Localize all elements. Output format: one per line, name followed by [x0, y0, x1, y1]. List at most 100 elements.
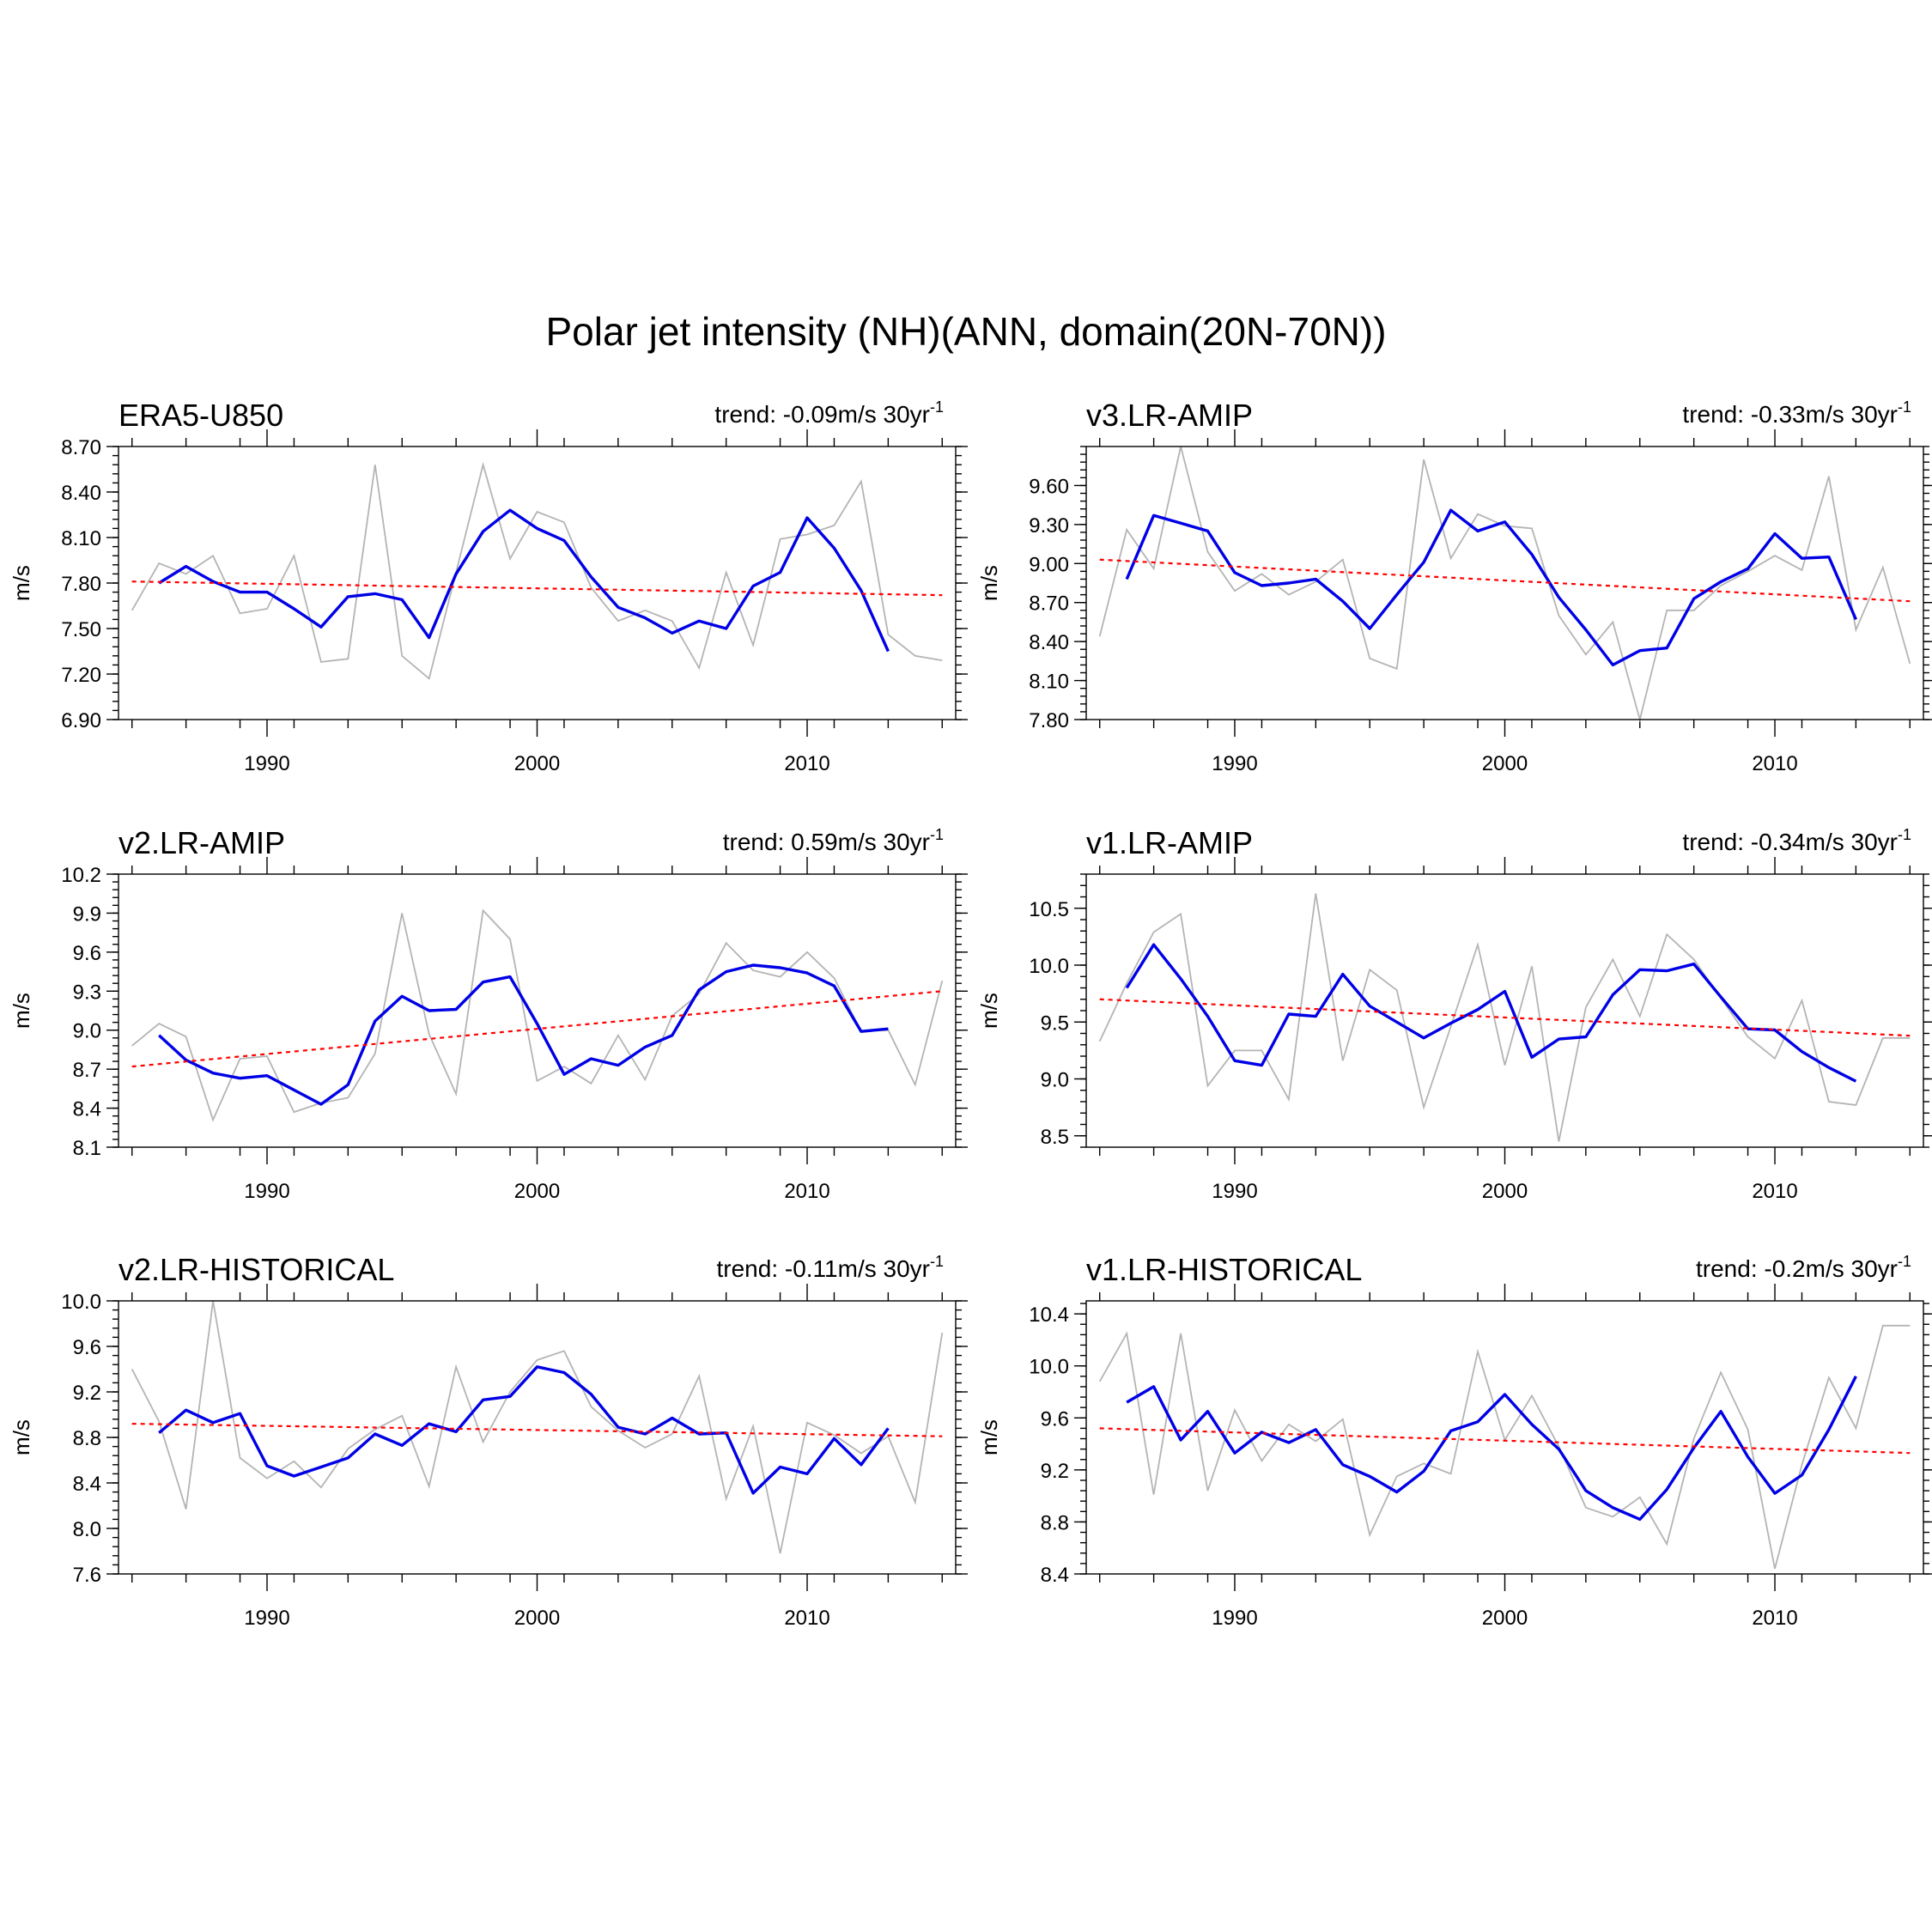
y-tick-label: 8.4	[73, 1473, 101, 1496]
x-tick-label: 1990	[1212, 752, 1257, 775]
y-tick-label: 8.40	[1029, 631, 1069, 654]
y-tick-label: 9.60	[1029, 475, 1069, 498]
panel-v1-lr-historical: v1.LR-HISTORICAL trend: -0.2m/s 30yr-1 m/s…	[976, 1252, 1932, 1630]
x-tick-label: 2010	[784, 1607, 829, 1630]
panel-title: v2.LR-AMIP	[118, 825, 285, 860]
y-tick-label: 8.0	[73, 1518, 101, 1541]
smoothed-series-line	[1125, 943, 1857, 1083]
trend-annotation: trend: -0.34m/s 30yr-1	[1682, 826, 1911, 855]
trend-line	[131, 580, 943, 597]
y-tick-label: 9.00	[1029, 553, 1069, 576]
panel-v3-lr-amip: v3.LR-AMIP trend: -0.33m/s 30yr-1 m/s 7.80 8…	[976, 398, 1932, 775]
x-tick-label: 2000	[514, 752, 560, 775]
trend-exponent: -1	[930, 1253, 944, 1270]
x-tick-label: 2010	[1752, 1607, 1797, 1630]
plot-frame	[1085, 873, 1924, 1148]
y-tick-label: 9.6	[73, 942, 101, 965]
y-axis-label: m/s	[9, 1419, 34, 1455]
trend-exponent: -1	[1898, 826, 1911, 843]
trend-exponent: -1	[1898, 1253, 1911, 1270]
plot-frame	[1085, 1300, 1924, 1575]
x-tick-label: 1990	[244, 1607, 289, 1630]
y-tick-label: 10.0	[1029, 1356, 1069, 1379]
y-axis-label: m/s	[976, 1419, 1002, 1455]
y-tick-label: 8.1	[73, 1137, 101, 1160]
trend-line	[131, 990, 943, 1068]
y-tick-label: 8.8	[1041, 1511, 1069, 1534]
trend-text: trend: -0.09m/s 30yr	[714, 401, 930, 428]
y-tick-label: 8.7	[73, 1059, 101, 1082]
trend-text: trend: -0.11m/s 30yr	[717, 1255, 930, 1282]
y-tick-label: 8.10	[61, 527, 101, 550]
smoothed-series-line	[1126, 1376, 1857, 1522]
panel-title: v1.LR-HISTORICAL	[1086, 1252, 1362, 1287]
y-axis-label: m/s	[9, 565, 34, 601]
trend-exponent: -1	[930, 826, 944, 843]
y-axis-label: m/s	[976, 565, 1002, 601]
y-tick-label: 9.0	[1041, 1069, 1069, 1092]
y-tick-label: 8.40	[61, 482, 101, 505]
y-tick-label: 7.20	[61, 664, 101, 687]
y-tick-label: 10.0	[61, 1291, 101, 1314]
x-tick-label: 2000	[1482, 1607, 1528, 1630]
trend-text: trend: -0.33m/s 30yr	[1682, 401, 1898, 428]
y-tick-label: 7.80	[61, 573, 101, 596]
y-tick-label: 9.2	[1041, 1460, 1069, 1483]
panel-era5-u850: ERA5-U850 trend: -0.09m/s 30yr-1 m/s 6.90 7.…	[9, 398, 968, 775]
y-tick-label: 8.70	[61, 436, 101, 459]
y-tick-label: 7.6	[73, 1564, 101, 1587]
smoothed-series-line	[158, 963, 889, 1106]
trend-annotation: trend: -0.2m/s 30yr-1	[1696, 1253, 1911, 1282]
raw-series-line	[1098, 446, 1911, 723]
y-tick-label: 9.6	[1041, 1407, 1069, 1431]
y-tick-label: 8.5	[1041, 1126, 1069, 1149]
y-axis-label: m/s	[976, 993, 1002, 1029]
y-tick-label: 8.4	[73, 1098, 101, 1121]
y-tick-label: 9.30	[1029, 514, 1069, 538]
plot-frame	[118, 446, 957, 720]
y-tick-label: 10.2	[61, 864, 101, 887]
trend-text: trend: -0.2m/s 30yr	[1696, 1255, 1898, 1282]
trend-text: trend: -0.34m/s 30yr	[1682, 829, 1898, 855]
y-tick-label: 10.5	[1029, 898, 1069, 921]
smoothed-series-line	[158, 508, 890, 653]
x-tick-label: 2010	[784, 752, 829, 775]
y-tick-label: 9.6	[73, 1336, 101, 1359]
panel-title: v3.LR-AMIP	[1086, 398, 1253, 433]
x-tick-label: 2000	[514, 1607, 560, 1630]
trend-exponent: -1	[930, 398, 944, 416]
plot-frame	[118, 1300, 957, 1575]
y-tick-label: 9.9	[73, 902, 101, 926]
y-axis-label: m/s	[9, 993, 34, 1029]
smoothed-series-line	[158, 1365, 890, 1495]
trend-annotation: trend: -0.09m/s 30yr-1	[714, 398, 944, 428]
y-tick-label: 6.90	[61, 709, 101, 732]
raw-series-line	[1098, 1324, 1911, 1570]
raw-series-line	[131, 1300, 944, 1554]
trend-line	[131, 1423, 943, 1437]
trend-exponent: -1	[1898, 398, 1911, 416]
x-tick-label: 2010	[1752, 1180, 1797, 1203]
x-tick-label: 2000	[514, 1180, 560, 1203]
panel-title: v2.LR-HISTORICAL	[118, 1252, 394, 1287]
plot-frame	[1085, 446, 1924, 720]
x-tick-label: 2000	[1482, 1180, 1528, 1203]
y-tick-label: 9.2	[73, 1382, 101, 1405]
y-tick-label: 7.50	[61, 618, 101, 641]
panel-title: v1.LR-AMIP	[1086, 825, 1253, 860]
raw-series-line	[131, 908, 944, 1122]
figure-title: Polar jet intensity (NH)(ANN, domain(20N…	[545, 309, 1386, 354]
y-tick-label: 9.5	[1041, 1012, 1069, 1035]
y-tick-label: 10.4	[1029, 1303, 1069, 1327]
x-tick-label: 1990	[244, 1180, 289, 1203]
y-tick-label: 8.70	[1029, 592, 1069, 616]
y-tick-label: 8.10	[1029, 671, 1069, 694]
trend-line	[1099, 558, 1911, 603]
y-tick-label: 8.4	[1041, 1564, 1069, 1587]
raw-series-line	[1098, 893, 1911, 1142]
panel-v2-lr-historical: v2.LR-HISTORICAL trend: -0.11m/s 30yr-1 m/…	[9, 1252, 968, 1630]
trend-line	[1099, 1427, 1911, 1455]
y-tick-label: 9.3	[73, 981, 101, 1004]
x-tick-label: 2010	[784, 1180, 829, 1203]
